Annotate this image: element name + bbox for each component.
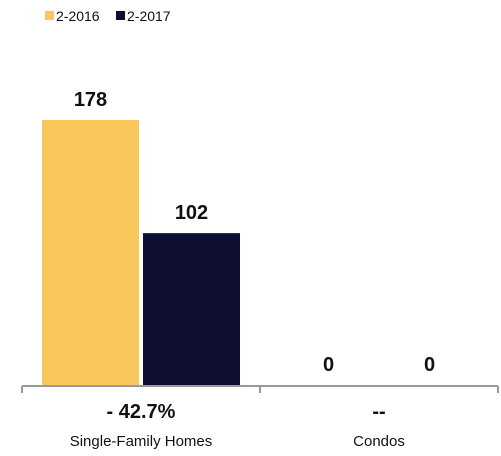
bars	[42, 120, 240, 385]
value-labels: 178 102 0 0	[74, 89, 435, 376]
value-label-single-family-homes-2-2017: 102	[175, 202, 208, 224]
bar-single-family-homes-2-2016	[42, 120, 139, 385]
legend: 2-2016 2-2017	[45, 8, 171, 24]
category-label-condos: Condos	[353, 433, 405, 450]
bar-single-family-homes-2-2017	[143, 233, 240, 385]
value-label-condos-2-2017: 0	[424, 354, 435, 376]
value-label-single-family-homes-2-2016: 178	[74, 89, 107, 111]
change-label-single-family-homes: - 42.7%	[107, 401, 176, 423]
legend-label-2-2016: 2-2016	[56, 8, 100, 24]
legend-swatch-2-2017	[116, 11, 125, 20]
category-labels: - 42.7% Single-Family Homes -- Condos	[70, 401, 405, 450]
category-label-single-family-homes: Single-Family Homes	[70, 433, 213, 450]
value-label-condos-2-2016: 0	[323, 354, 334, 376]
change-label-condos: --	[372, 401, 385, 423]
x-axis	[21, 385, 499, 393]
legend-swatch-2-2016	[45, 11, 54, 20]
legend-label-2-2017: 2-2017	[127, 8, 171, 24]
